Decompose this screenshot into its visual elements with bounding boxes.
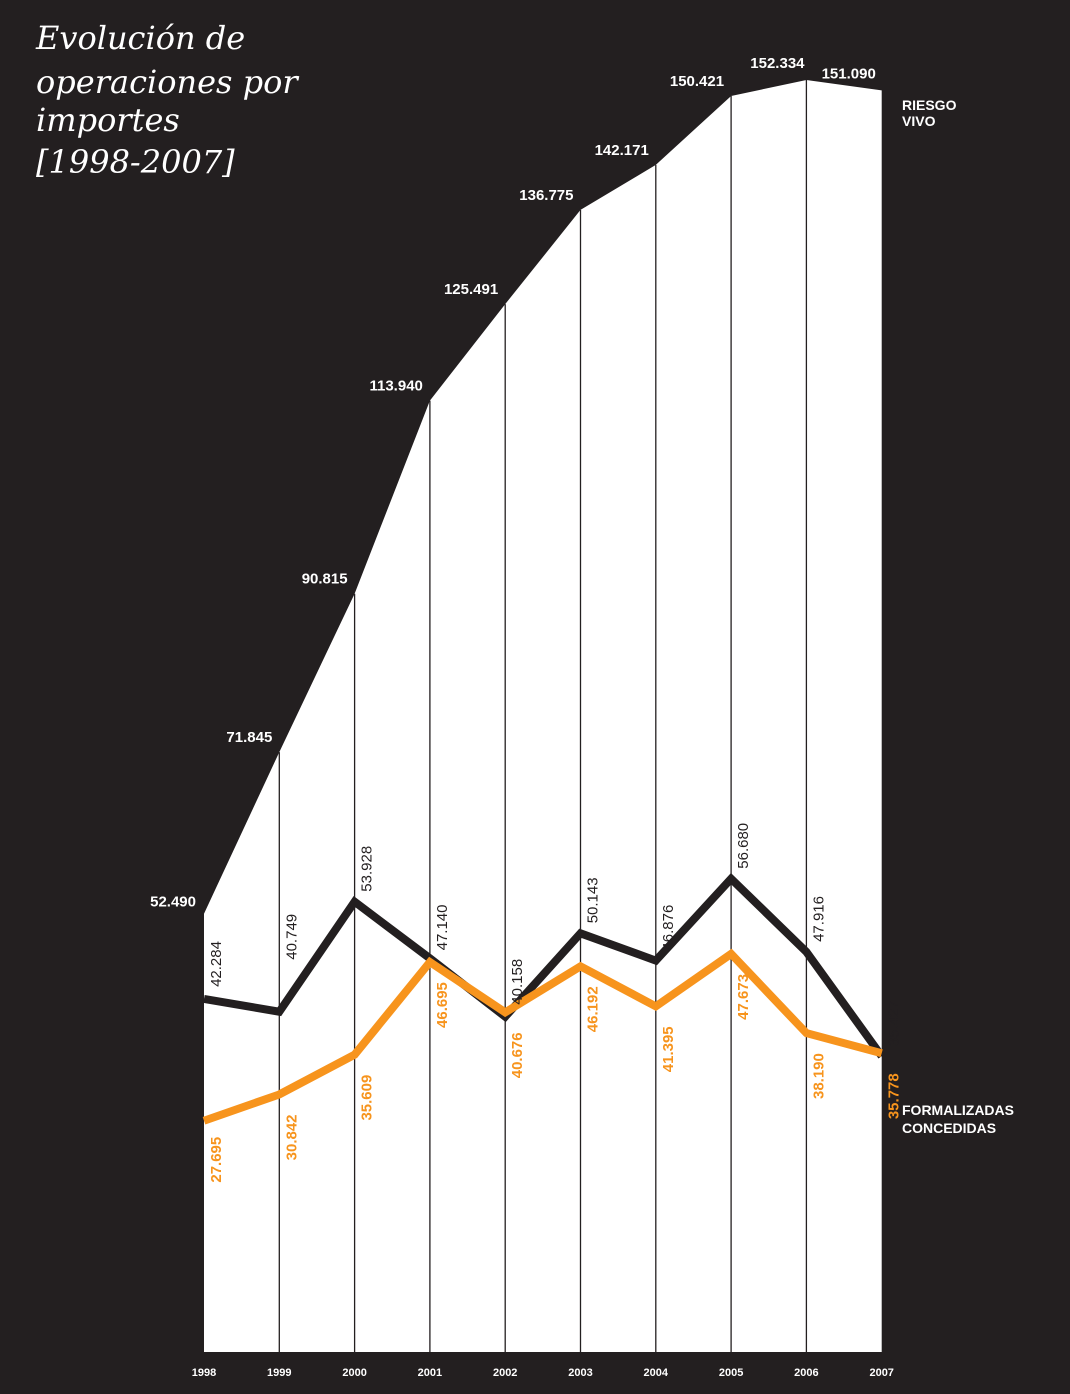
x-tick-2000: 2000 (342, 1367, 366, 1379)
x-tick-1999: 1999 (267, 1367, 291, 1379)
x-axis-ticks: 1998 1999 2000 2001 2002 2003 2004 2005 2006 2007 (192, 1367, 894, 1379)
title-line-2: operaciones por (36, 63, 298, 101)
concedidas-label-2006: 38.190 (810, 1053, 827, 1099)
formalizadas-line (203, 872, 885, 1059)
riesgo-label-2004: 142.171 (595, 142, 649, 159)
formalizadas-label-1999: 40.749 (283, 914, 300, 960)
legend-riesgo-vivo: RIESGO VIVO (902, 97, 956, 129)
riesgo-label-2000: 90.815 (302, 571, 348, 588)
legend-riesgo-line-2: VIVO (902, 113, 936, 129)
x-tick-1998: 1998 (192, 1367, 216, 1379)
concedidas-label-2007: 35.778 (886, 1073, 903, 1119)
concedidas-label-1999: 30.842 (283, 1114, 300, 1160)
data-labels: 52.490 71.845 90.815 113.940 125.491 136.775 1… (150, 55, 903, 1183)
x-tick-2003: 2003 (568, 1367, 592, 1379)
concedidas-label-2004: 41.395 (660, 1026, 677, 1072)
x-tick-2001: 2001 (418, 1367, 442, 1379)
x-tick-2007: 2007 (869, 1367, 893, 1379)
title-line-3: importes (36, 101, 180, 139)
series-lines (202, 872, 885, 1125)
x-tick-2002: 2002 (493, 1367, 517, 1379)
legend-formalizadas: FORMALIZADAS (902, 1102, 1014, 1118)
formalizadas-label-2005: 56.680 (735, 823, 752, 869)
legend-formalizadas-concedidas: FORMALIZADAS CONCEDIDAS (902, 1102, 1014, 1136)
formalizadas-label-2004: 46.876 (660, 905, 677, 951)
formalizadas-label-2006: 47.916 (810, 896, 827, 942)
concedidas-label-2002: 40.676 (509, 1032, 526, 1078)
formalizadas-label-2003: 50.143 (585, 877, 602, 923)
legend-concedidas: CONCEDIDAS (902, 1120, 997, 1136)
riesgo-label-2002: 125.491 (444, 281, 498, 298)
vertical-gridlines (278, 80, 808, 1352)
x-tick-2006: 2006 (794, 1367, 818, 1379)
riesgo-label-1999: 71.845 (226, 729, 272, 746)
title-line-4: [1998-2007] (36, 143, 235, 181)
concedidas-label-2003: 46.192 (585, 986, 602, 1032)
formalizadas-label-2002: 40.158 (509, 959, 526, 1005)
riesgo-label-2006: 152.334 (750, 55, 805, 72)
x-tick-2005: 2005 (719, 1367, 743, 1379)
riesgo-label-2007: 151.090 (822, 65, 876, 82)
concedidas-line (202, 948, 883, 1125)
riesgo-label-2003: 136.775 (519, 187, 573, 204)
title-line-1: Evolución de (36, 19, 246, 57)
formalizadas-label-2000: 53.928 (359, 846, 376, 892)
formalizadas-label-2007: 35.427 (886, 1000, 903, 1046)
concedidas-label-2005: 47.673 (735, 974, 752, 1020)
formalizadas-label-2001: 47.140 (434, 904, 451, 950)
riesgo-label-2005: 150.421 (670, 73, 724, 90)
legend-riesgo-line-1: RIESGO (902, 97, 957, 113)
concedidas-label-1998: 27.695 (208, 1137, 225, 1183)
riesgo-label-2001: 113.940 (369, 378, 422, 395)
formalizadas-label-1998: 42.284 (208, 941, 225, 987)
x-tick-2004: 2004 (644, 1367, 669, 1379)
riesgo-label-1998: 52.490 (150, 894, 196, 911)
concedidas-label-2001: 46.695 (434, 982, 451, 1028)
concedidas-label-2000: 35.609 (359, 1075, 376, 1121)
